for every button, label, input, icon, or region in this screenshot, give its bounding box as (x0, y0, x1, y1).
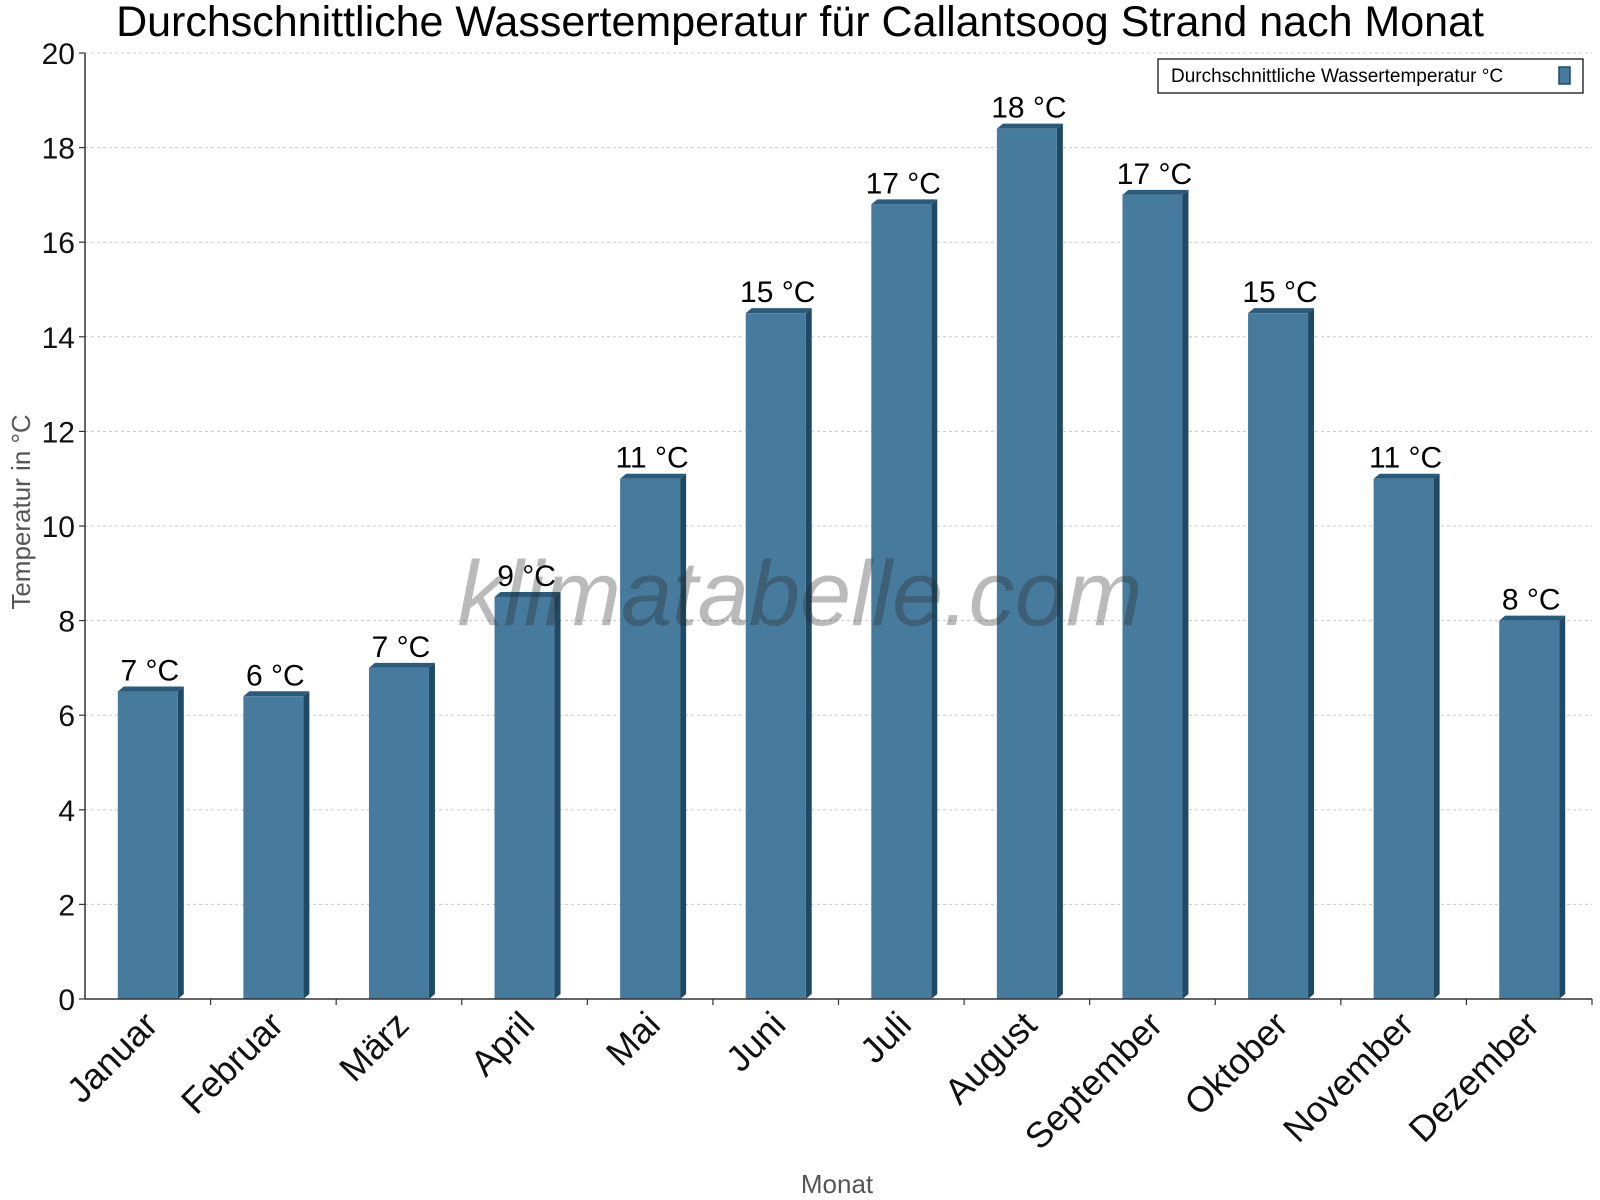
data-label: 7 °C (372, 631, 431, 664)
bar-front (494, 596, 555, 999)
bar-september (1122, 189, 1189, 999)
y-tick-label: 18 (42, 133, 75, 166)
y-tick-label: 0 (58, 984, 75, 1017)
y-tick-label: 12 (42, 416, 75, 449)
bar-juli (871, 199, 938, 1000)
data-label: 17 °C (866, 167, 941, 200)
x-tick-label: Juli (852, 1004, 919, 1071)
bar-mai (620, 473, 687, 999)
bar-front (745, 313, 806, 999)
bar-april (494, 591, 561, 999)
x-tick-label: Juni (718, 1004, 794, 1080)
data-labels: 7 °C 6 °C 7 °C 9 °C 11 °C 15 °C 17 °C 18 °C 17 °… (120, 92, 1560, 693)
bar-top (117, 686, 184, 692)
data-label: 15 °C (740, 276, 815, 309)
bar-top (368, 662, 435, 668)
bar-märz (368, 662, 435, 999)
axes (79, 52, 1593, 1005)
x-tick-label: April (462, 1004, 542, 1084)
legend-box (1157, 58, 1584, 94)
bar-top (243, 691, 310, 697)
bar-side (1308, 308, 1315, 999)
bar-front (620, 478, 681, 999)
data-label: 7 °C (120, 655, 179, 688)
bar-november (1373, 473, 1440, 999)
bar-top (745, 308, 812, 314)
data-label: 11 °C (616, 442, 689, 475)
bar-side (428, 662, 435, 999)
bar-front (871, 204, 932, 1000)
bar-front (1122, 194, 1183, 999)
bar-front (1373, 478, 1434, 999)
bar-front (1499, 620, 1560, 999)
x-tick-label: August (936, 1004, 1044, 1112)
x-tick-label: Januar (59, 1004, 166, 1111)
bars (117, 123, 1566, 1000)
y-tick-label: 14 (42, 322, 75, 355)
bar-top (996, 123, 1063, 129)
bar-front (996, 128, 1057, 999)
x-tick-label: September (1017, 1004, 1171, 1158)
x-tick-label: Oktober (1176, 1004, 1296, 1124)
bar-oktober (1248, 308, 1315, 999)
y-tick-label: 8 (58, 606, 75, 639)
bar-dezember (1499, 615, 1566, 999)
bar-side (554, 591, 561, 999)
legend-swatch (1558, 66, 1571, 85)
data-label: 11 °C (1369, 442, 1442, 475)
data-label: 15 °C (1242, 276, 1317, 309)
bar-side (805, 308, 812, 999)
y-tick-label: 2 (58, 889, 75, 922)
x-tick-label: November (1275, 1004, 1421, 1150)
x-tick-labels: Januar Februar März April Mai Juni Juli AugustS… (59, 1004, 1547, 1158)
bar-front (117, 691, 178, 999)
bar-front (243, 696, 304, 999)
y-tick-label: 10 (42, 511, 75, 544)
bar-side (1182, 189, 1189, 999)
legend: Durchschnittliche Wassertemperatur °C (1157, 58, 1584, 94)
bar-side (303, 691, 310, 999)
bar-februar (243, 691, 310, 999)
x-axis-label: Monat (801, 1169, 874, 1199)
bar-juni (745, 308, 812, 999)
x-tick-label: Mai (598, 1004, 668, 1074)
y-tick-label: 6 (58, 700, 75, 733)
bar-januar (117, 686, 184, 999)
bar-side (1433, 473, 1440, 999)
data-label: 6 °C (246, 659, 305, 692)
bar-top (1248, 308, 1315, 314)
bar-top (871, 199, 938, 205)
bar-top (1373, 473, 1440, 479)
bar-top (620, 473, 687, 479)
bar-side (177, 686, 184, 999)
bar-side (1056, 123, 1063, 1000)
data-label: 17 °C (1117, 158, 1192, 191)
watermark: klimatabelle.com (457, 543, 1142, 645)
bar-top (494, 591, 561, 597)
bar-front (368, 667, 429, 999)
bar-front (1248, 313, 1309, 999)
x-tick-label: März (331, 1004, 417, 1090)
data-label: 9 °C (497, 560, 556, 593)
y-tick-label: 4 (58, 795, 75, 828)
x-tick-label: Februar (173, 1004, 291, 1122)
y-tick-labels: 0 2 4 6 8 10 12 14 16 18 20 (42, 38, 75, 1017)
bar-side (931, 199, 938, 1000)
data-label: 18 °C (991, 92, 1066, 125)
legend-label: Durchschnittliche Wassertemperatur °C (1171, 66, 1503, 87)
data-label: 8 °C (1502, 584, 1561, 617)
bar-top (1499, 615, 1566, 621)
y-axis-label: Temperatur in °C (6, 414, 36, 609)
bar-top (1122, 189, 1189, 195)
chart-title: Durchschnittliche Wassertemperatur für C… (116, 0, 1484, 46)
bar-side (1559, 615, 1566, 999)
x-tick-label: Dezember (1400, 1004, 1546, 1150)
y-tick-label: 20 (42, 38, 75, 71)
y-tick-label: 16 (42, 227, 75, 260)
bar-side (680, 473, 687, 999)
gridlines (85, 52, 1592, 905)
bar-august (996, 123, 1063, 1000)
